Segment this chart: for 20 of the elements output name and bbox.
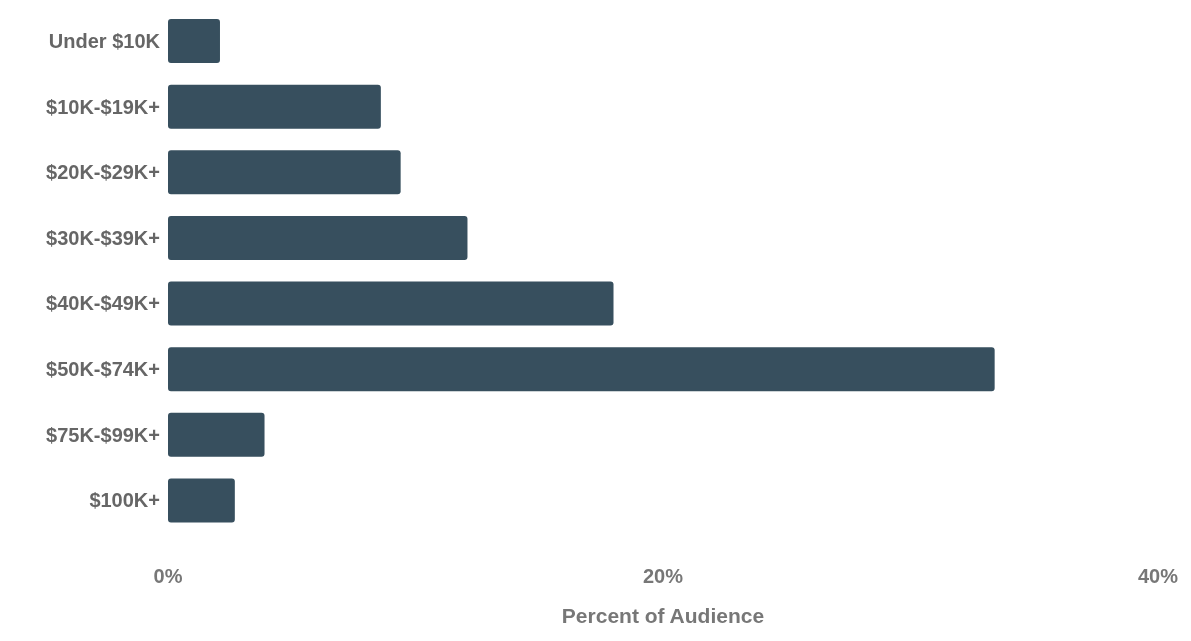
bar: [168, 281, 614, 326]
y-tick-label: $10K-$19K+: [46, 95, 160, 118]
y-tick-label: $30K-$39K+: [46, 226, 160, 249]
bar: [168, 215, 468, 260]
x-axis-title: Percent of Audience: [561, 604, 765, 627]
bar: [168, 150, 401, 195]
bar: [168, 84, 381, 129]
y-tick-label: $75K-$99K+: [46, 423, 160, 446]
x-tick-label: 0%: [153, 565, 183, 588]
x-tick-label: 20%: [642, 565, 684, 588]
x-tick-label: 40%: [1137, 565, 1179, 588]
bar: [168, 347, 995, 392]
bar: [168, 478, 235, 523]
y-tick-label: $100K+: [89, 489, 160, 512]
bar: [168, 19, 220, 63]
y-tick-label: $20K-$29K+: [46, 161, 160, 184]
y-tick-label: $40K-$49K+: [46, 292, 160, 315]
y-tick-label: Under $10K: [48, 29, 161, 52]
bar: [168, 412, 265, 457]
y-tick-label: $50K-$74K+: [46, 358, 160, 381]
